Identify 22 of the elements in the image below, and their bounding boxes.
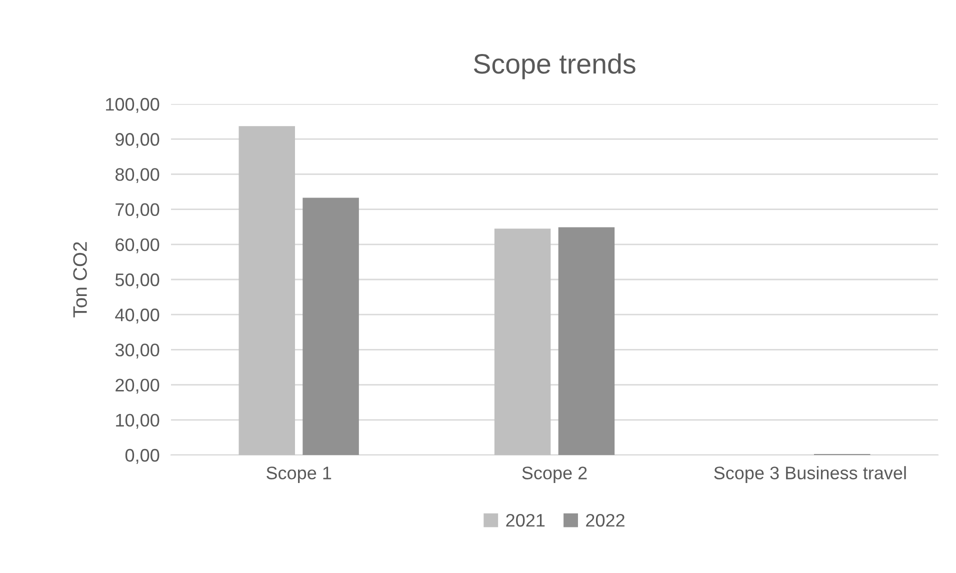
x-tick-label: Scope 1 bbox=[266, 466, 332, 483]
y-tick-label: 50,00 bbox=[115, 273, 160, 288]
y-tick-label: 70,00 bbox=[116, 203, 160, 218]
bar bbox=[494, 228, 551, 455]
bar bbox=[558, 227, 615, 455]
y-axis-title: Ton CO2 bbox=[73, 242, 87, 318]
y-tick-label: 20,00 bbox=[116, 378, 160, 394]
y-tick-label: 90,00 bbox=[116, 133, 160, 148]
legend-label: 2021 bbox=[506, 514, 545, 527]
y-tick-label: 80,00 bbox=[115, 168, 160, 184]
y-tick-label: 0,00 bbox=[125, 448, 160, 464]
x-tick-label: Scope 2 bbox=[522, 466, 587, 483]
x-tick-label: Scope 3 Business travel bbox=[714, 466, 906, 483]
y-tick-label: 40,00 bbox=[115, 308, 160, 324]
y-tick-label: 100,00 bbox=[106, 98, 160, 113]
y-tick-label: 30,00 bbox=[115, 344, 160, 359]
bar bbox=[302, 198, 359, 455]
legend-label: 2022 bbox=[586, 514, 624, 527]
bar bbox=[238, 126, 295, 455]
y-tick-label: 60,00 bbox=[116, 238, 160, 254]
y-tick-label: 10,00 bbox=[116, 414, 160, 429]
chart-title: Scope trends bbox=[474, 53, 636, 80]
